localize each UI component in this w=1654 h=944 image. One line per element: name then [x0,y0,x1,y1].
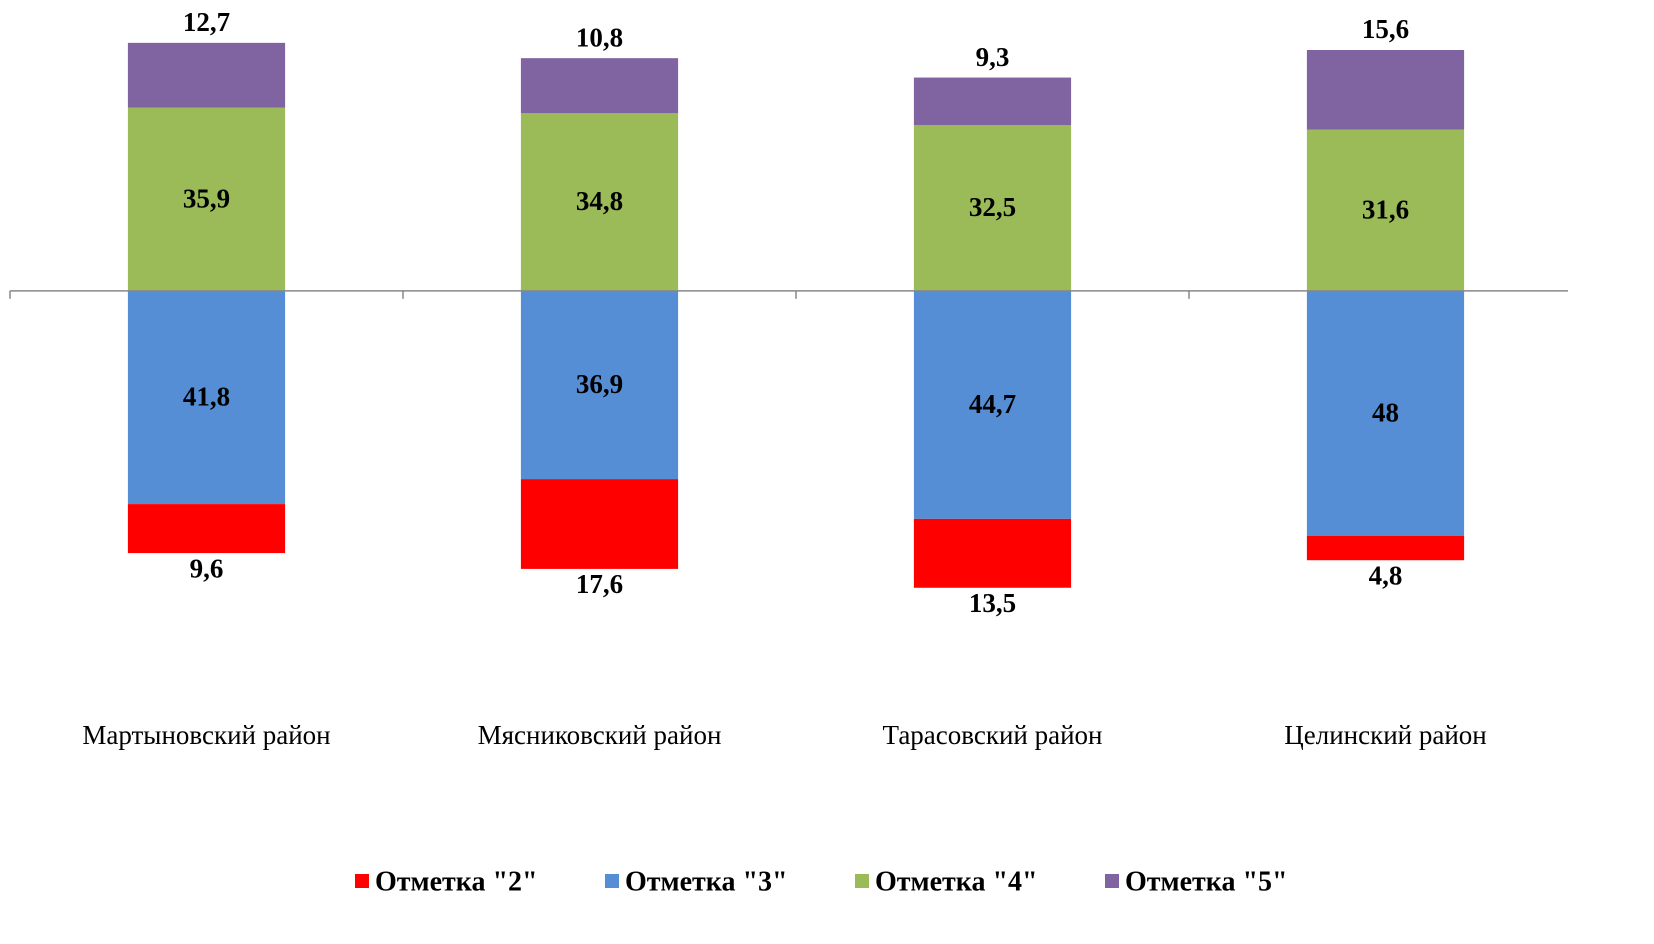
bar-segment [127,107,286,291]
value-label: 35,9 [183,183,230,213]
x-tick-label: Мясниковский район [478,720,722,750]
bar-segment [913,290,1072,519]
bar-segment [1306,290,1465,536]
value-label: 15,6 [1362,14,1409,44]
legend-swatch [1105,874,1119,888]
legend-swatch [355,874,369,888]
value-label: 13,5 [969,588,1016,618]
value-label: 32,5 [969,192,1016,222]
value-label: 9,3 [976,42,1010,72]
x-tick-label: Целинский район [1284,720,1487,750]
legend-label: Отметка "5" [1125,866,1288,897]
bar-segment [913,77,1072,126]
bar-segment [1306,129,1465,291]
bar-segment [913,518,1072,588]
value-label: 41,8 [183,382,230,412]
legend-label: Отметка "3" [625,866,788,897]
bar-segment [1306,50,1465,130]
value-label: 34,8 [576,186,623,216]
bar-segment [520,479,679,569]
legend-swatch [605,874,619,888]
legend-swatch [855,874,869,888]
bar-segment [520,113,679,291]
bar-segment [1306,535,1465,561]
bar-segment [127,504,286,554]
value-label: 4,8 [1369,560,1403,590]
value-label: 31,6 [1362,194,1409,224]
bar-segment [127,290,286,505]
value-label: 44,7 [969,389,1016,419]
bar-segment [127,42,286,108]
value-label: 9,6 [190,553,224,583]
bar-segment [520,290,679,480]
legend-label: Отметка "4" [875,866,1038,897]
value-label: 17,6 [576,569,623,599]
value-label: 12,7 [183,7,230,37]
bar-segment [913,125,1072,291]
legend-label: Отметка "2" [375,866,538,897]
value-label: 10,8 [576,22,623,52]
value-label: 48 [1372,397,1399,427]
value-label: 36,9 [576,369,623,399]
bar-segment [520,58,679,114]
x-tick-label: Мартыновский район [82,720,330,750]
x-tick-label: Тарасовский район [883,720,1103,750]
